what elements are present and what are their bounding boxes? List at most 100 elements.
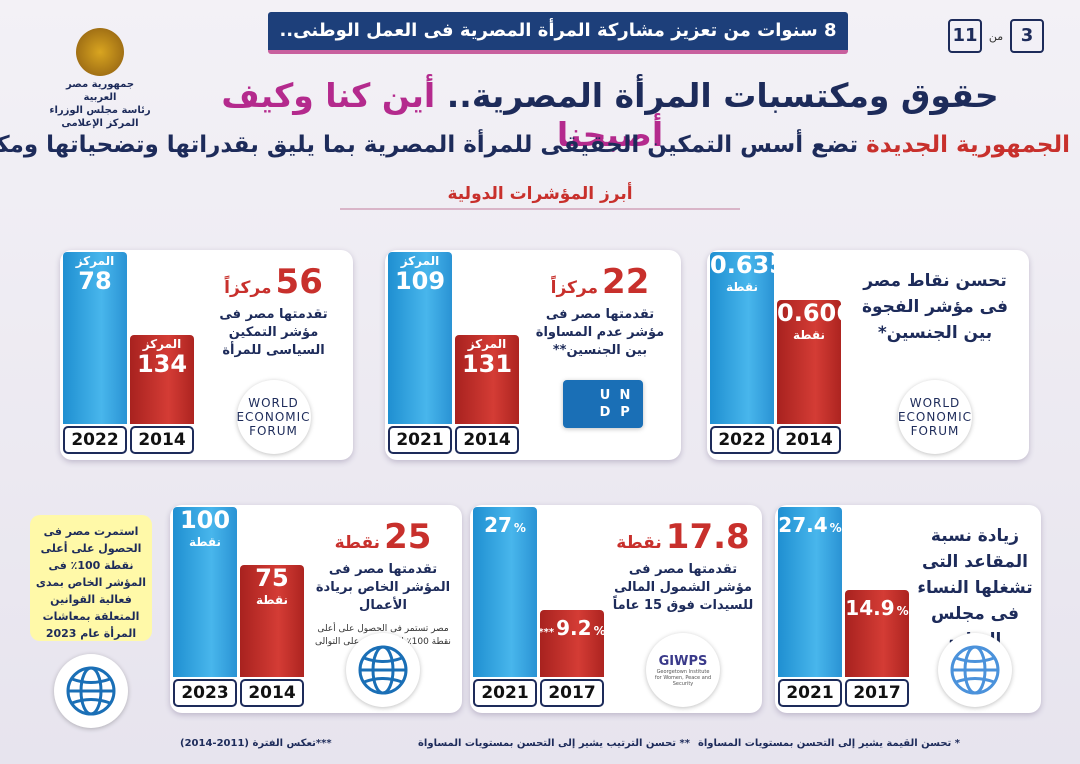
indicator-card: المركز 109 2021 المركز 131 2014 22مركزاً تقدمته… xyxy=(385,250,681,460)
bar-current: 27.4% xyxy=(778,507,842,677)
page-indicator: 11 من 3 xyxy=(948,16,1044,56)
headline-value: 56 xyxy=(275,262,323,302)
bar-label: المركز xyxy=(467,337,507,351)
bar-label: المركز xyxy=(142,337,182,351)
indicator-card: 27.4% 2021 14.9% 2017 زيادة نسبة المقاعد الت… xyxy=(775,505,1041,713)
bar-label: نقطة xyxy=(792,328,826,342)
bar-current: المركز 109 xyxy=(388,252,452,424)
description: تقدمتها مصر فى مؤشر التمكين السياسى للمر… xyxy=(219,307,328,358)
logo-emblem xyxy=(76,28,124,76)
bar-label: المركز xyxy=(400,254,440,268)
page-total: 11 xyxy=(948,19,982,53)
bar-value: 14.9 xyxy=(845,596,895,620)
year-label: 2021 xyxy=(473,679,537,707)
year-label: 2014 xyxy=(240,679,304,707)
bar-current: المركز 78 xyxy=(63,252,127,424)
title: حقوق ومكتسبات المرأة المصرية.. أين كنا و… xyxy=(180,76,1040,154)
bar-label: المركز xyxy=(75,254,115,268)
bar-value-row: 27.4% xyxy=(778,513,842,537)
logo-icon xyxy=(66,666,116,716)
bar-value: 27.4 xyxy=(778,513,828,537)
year-label: 2017 xyxy=(845,679,909,707)
year-label: 2021 xyxy=(778,679,842,707)
indicator-card: 27% 2021 *** 9.2% 2017 17.8نقطة تقدمتها مصر فى… xyxy=(470,505,762,713)
bar-base: 14.9% xyxy=(845,590,909,677)
logo-line: المركز الإعلامى xyxy=(61,118,139,129)
subtitle-accent: الجمهورية الجديدة xyxy=(866,132,1070,158)
logo-text: جمهورية مصر العربية رئاسة مجلس الوزراء الم… xyxy=(48,78,152,130)
bar-value: 109 xyxy=(394,267,446,295)
logo-text: ECONOMIC xyxy=(898,410,972,424)
card-text: 25نقطة تقدمتها مصر فى المؤشر الخاص بريادة… xyxy=(312,517,454,649)
logo-text: FORUM xyxy=(910,424,960,438)
bar-base: *** 9.2% xyxy=(538,610,606,677)
bar-base: 0.606 نقطة xyxy=(777,300,853,424)
bar-unit: % xyxy=(513,521,526,535)
headline-unit: نقطة xyxy=(334,533,381,553)
page-of: من xyxy=(988,29,1004,43)
logo-text: D xyxy=(599,405,611,420)
year-label: 2017 xyxy=(540,679,604,707)
description: تقدمتها مصر فى المؤشر الخاص بريادة الأعم… xyxy=(315,562,451,613)
description: تقدمتها مصر فى مؤشر عدم المساواة بين الج… xyxy=(535,307,665,358)
bar-base: المركز 134 xyxy=(130,335,194,424)
bar-current: 27% xyxy=(473,507,537,677)
headline: 25نقطة xyxy=(312,517,454,557)
bar-label: نقطة xyxy=(188,535,222,549)
subtitle-main: تضع أسس التمكين الحقيقى للمرأة المصرية ب… xyxy=(0,132,859,158)
indicator-card: المركز 78 2022 المركز 134 2014 56مركزاً تقدمتها… xyxy=(60,250,353,460)
headline-unit: مركزاً xyxy=(550,278,599,298)
year-label: 2014 xyxy=(455,426,519,454)
section-title: أبرز المؤشرات الدولية xyxy=(340,184,740,210)
description: تحسن نقاط مصر فى مؤشر الفجوة بين الجنسين… xyxy=(861,271,1009,343)
year-label: 2023 xyxy=(173,679,237,707)
bar-value-row: 27% xyxy=(473,513,537,537)
bar-label: نقطة xyxy=(255,593,289,607)
subtitle: الجمهورية الجديدة تضع أسس التمكين الحقيق… xyxy=(0,132,1070,158)
source-logo xyxy=(938,633,1012,707)
bar-value: 134 xyxy=(136,350,188,378)
bar-value: 75 xyxy=(255,564,289,592)
bar-value-row: 14.9% xyxy=(845,596,909,620)
logo-text: ECONOMIC xyxy=(236,410,311,424)
headline: 17.8نقطة xyxy=(612,517,754,557)
page-current: 3 xyxy=(1009,19,1044,53)
year-label: 2022 xyxy=(63,426,127,454)
bar-unit: % xyxy=(593,624,606,638)
description: تقدمتها مصر فى مؤشر الشمول المالى للسيدا… xyxy=(612,562,754,613)
bar-current: 100 نقطة xyxy=(173,507,237,677)
bar-base: 75 نقطة xyxy=(240,565,304,677)
logo-line: جمهورية مصر العربية xyxy=(65,79,135,103)
logo: جمهورية مصر العربية رئاسة مجلس الوزراء الم… xyxy=(48,6,152,129)
logo-text: U xyxy=(599,388,611,403)
year-label: 2014 xyxy=(130,426,194,454)
footnote: ** تحسن الترتيب يشير إلى التحسن بمستويات… xyxy=(418,738,690,749)
logo-icon xyxy=(950,645,1000,695)
bar-value: 9.2 xyxy=(556,616,592,640)
footnote: ***تعكس الفترة (2011-2014) xyxy=(180,738,332,749)
source-logo xyxy=(346,633,420,707)
logo-icon xyxy=(358,645,408,695)
bar-value: 78 xyxy=(78,267,112,295)
footnote: * تحسن القيمة يشير إلى التحسن بمستويات ا… xyxy=(697,738,960,749)
title-accent: أين كنا وكيف أصبحنا xyxy=(221,76,664,154)
bar-value: 0.635 xyxy=(710,251,786,279)
card-text: 56مركزاً تقدمتها مصر فى مؤشر التمكين السي… xyxy=(202,262,345,360)
indicator-card: 0.635 نقطة 2022 0.606 نقطة 2014 تحسن نقاط مصر … xyxy=(707,250,1029,460)
headline-unit: نقطة xyxy=(616,533,662,553)
bar-value: 27 xyxy=(484,513,512,537)
indicator-card: 100 نقطة 2023 75 نقطة 2014 25نقطة تقدمتها مصر ف… xyxy=(170,505,462,713)
bar-current: 0.635 نقطة xyxy=(710,251,786,424)
bar-unit: % xyxy=(896,604,909,618)
bar-label: نقطة xyxy=(725,280,759,294)
bar-base: المركز 131 xyxy=(455,335,519,424)
title-main: حقوق ومكتسبات المرأة المصرية.. xyxy=(446,76,999,115)
card-text: 22مركزاً تقدمتها مصر فى مؤشر عدم المساواة… xyxy=(527,262,673,360)
bar-value: 100 xyxy=(179,506,231,534)
source-logo: WORLD ECONOMIC FORUM xyxy=(236,380,311,454)
source-logo: GIWPS Georgetown Institute for Women, Pea… xyxy=(646,633,720,707)
bar-unit: % xyxy=(829,521,842,535)
banner: 8 سنوات من تعزيز مشاركة المرأة المصرية ف… xyxy=(268,12,848,54)
